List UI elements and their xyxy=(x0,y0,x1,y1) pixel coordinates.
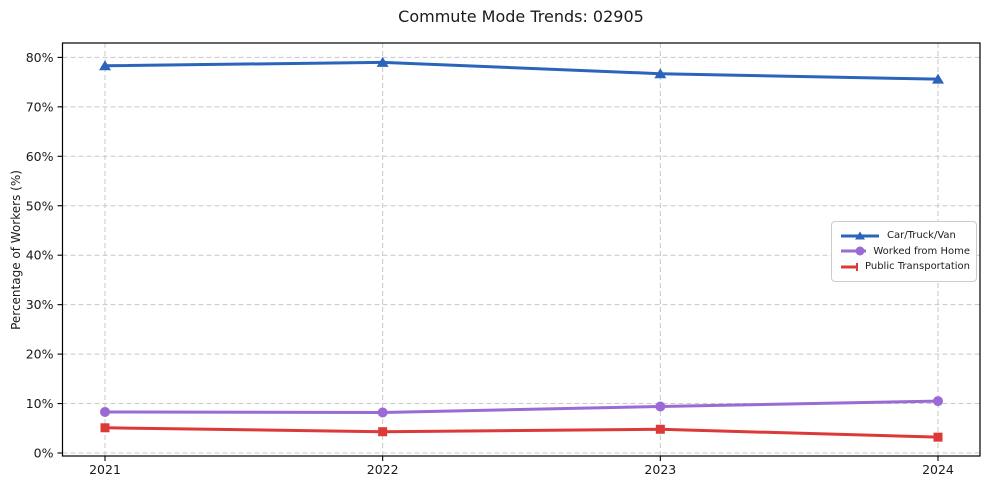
legend: Car/Truck/Van Worked from Home Public Tran… xyxy=(831,221,977,282)
marker-public-transportation xyxy=(100,423,110,433)
gridlines xyxy=(62,43,980,456)
marker-public-transportation xyxy=(378,427,388,437)
axis-ticks xyxy=(57,56,939,461)
y-tick-label: 20% xyxy=(26,347,54,362)
legend-marker-icon xyxy=(855,231,865,240)
legend-item: Public Transportation xyxy=(840,259,970,275)
marker-worked-from-home xyxy=(100,406,110,417)
series-car-truck-van xyxy=(99,56,944,84)
y-tick-label: 50% xyxy=(26,198,54,213)
marker-worked-from-home xyxy=(932,396,943,407)
marker-public-transportation xyxy=(933,432,943,442)
series-line-worked-from-home xyxy=(103,399,940,414)
x-tick-label: 2022 xyxy=(367,462,399,477)
marker-worked-from-home xyxy=(655,401,666,412)
y-tick-label: 60% xyxy=(26,149,54,164)
legend-triangle-icon xyxy=(841,231,879,240)
marker-public-transportation xyxy=(655,424,665,434)
legend-square-icon xyxy=(841,262,859,271)
y-tick-label: 70% xyxy=(26,99,54,114)
series-line-public-transportation xyxy=(103,426,940,439)
marker-worked-from-home xyxy=(377,407,388,418)
chart-title: Commute Mode Trends: 02905 xyxy=(398,7,644,26)
series-line-car-truck-van xyxy=(103,60,940,81)
legend-circle-icon xyxy=(841,246,867,256)
series-worked-from-home xyxy=(100,396,943,418)
legend-label: Worked from Home xyxy=(873,245,970,257)
legend-label: Car/Truck/Van xyxy=(887,230,956,242)
legend-label: Public Transportation xyxy=(865,261,970,273)
x-tick-label: 2024 xyxy=(922,462,954,477)
y-tick-label: 30% xyxy=(26,297,54,312)
marker-car-truck-van xyxy=(99,60,111,71)
plot-border xyxy=(61,42,981,457)
marker-car-truck-van xyxy=(654,68,667,79)
legend-item: Car/Truck/Van xyxy=(840,228,970,244)
y-tick-label: 40% xyxy=(26,248,54,263)
x-tick-label: 2023 xyxy=(644,462,676,477)
marker-car-truck-van xyxy=(376,56,389,67)
marker-car-truck-van xyxy=(931,73,944,84)
tick-labels: 0% 10% 20% 30% 40% 50% 60% 70% 80% 2021 2022 2023 20… xyxy=(26,50,954,477)
y-tick-label: 0% xyxy=(34,446,54,461)
legend-item: Worked from Home xyxy=(840,244,970,260)
legend-marker-icon xyxy=(855,246,865,256)
x-tick-label: 2021 xyxy=(89,462,121,477)
y-tick-label: 80% xyxy=(26,50,54,65)
y-tick-label: 10% xyxy=(26,396,54,411)
series-public-transportation xyxy=(100,423,943,442)
legend-marker-icon xyxy=(856,262,859,271)
